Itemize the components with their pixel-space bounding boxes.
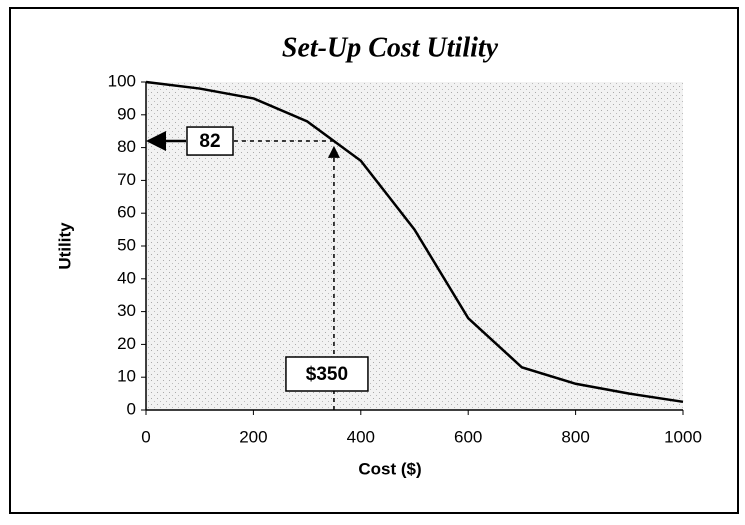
x-tick-label: 200 [239, 427, 267, 446]
y-tick-label: 70 [117, 170, 136, 189]
x-tick-label: 1000 [664, 427, 702, 446]
x-axis-label: Cost ($) [358, 459, 421, 478]
y-tick-label: 80 [117, 137, 136, 156]
y-tick-label: 30 [117, 301, 136, 320]
y-tick-label: 0 [127, 399, 136, 418]
x-tick-label: 800 [561, 427, 589, 446]
y-tick-label: 90 [117, 104, 136, 123]
y-axis-label: Utility [55, 222, 74, 270]
label-box [186, 126, 234, 156]
label-box [285, 356, 369, 392]
annotation-label: $350 [306, 364, 348, 385]
plot-area [146, 82, 683, 410]
y-tick-label: 40 [117, 268, 136, 287]
y-tick-label: 20 [117, 334, 136, 353]
x-tick-label: 0 [141, 427, 150, 446]
y-tick-label: 60 [117, 203, 136, 222]
y-tick-label: 100 [108, 71, 136, 90]
chart-title: Set-Up Cost Utility [282, 32, 499, 63]
y-tick-label: 10 [117, 367, 136, 386]
x-tick-label: 600 [454, 427, 482, 446]
y-tick-label: 50 [117, 235, 136, 254]
data-line [145, 80, 684, 404]
annotation-label: 82 [199, 131, 220, 152]
x-tick-label: 400 [347, 427, 375, 446]
